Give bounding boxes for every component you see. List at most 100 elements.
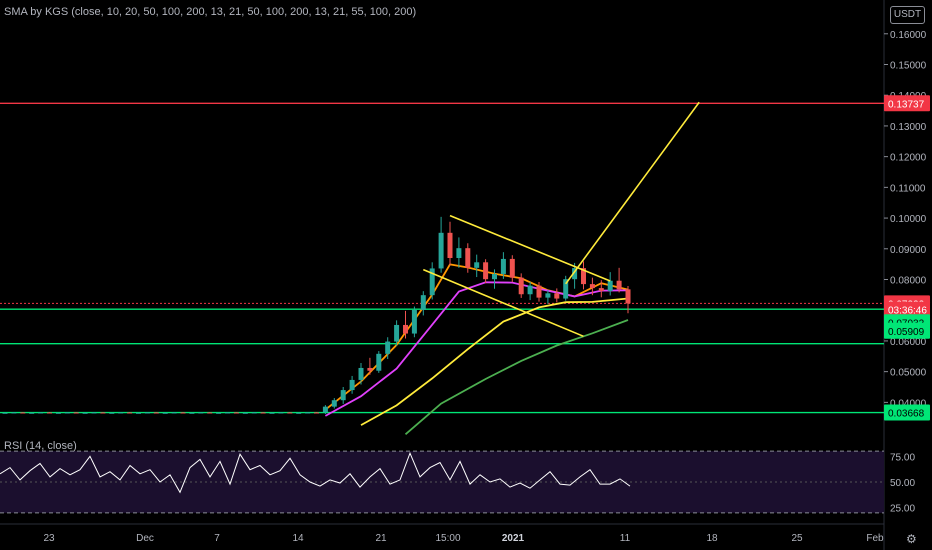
candle-body <box>11 412 17 414</box>
candle-body <box>225 412 230 414</box>
rsi-tick-label: 50.00 <box>890 478 915 489</box>
candle-body <box>500 258 506 274</box>
x-tick-label: 2021 <box>502 533 525 544</box>
rsi-tick-label: 75.00 <box>890 452 915 463</box>
rsi-tick-label: 25.00 <box>890 504 915 515</box>
sma-line <box>324 263 629 411</box>
candle-body <box>207 412 213 414</box>
y-tick-label: 0.05000 <box>890 368 927 379</box>
time-axis[interactable]: 23 Dec 7 14 21 15:00 2021 11 18 25 Feb <box>43 533 884 544</box>
indicator-legend[interactable]: SMA by KGS (close, 10, 20, 50, 100, 200,… <box>4 6 417 18</box>
candle-body <box>554 293 560 299</box>
candle-body <box>55 412 61 414</box>
price-label-box <box>884 301 930 318</box>
candle-body <box>349 379 355 391</box>
candle-body <box>29 412 35 414</box>
candle-body <box>82 412 88 414</box>
candle-body <box>242 412 248 414</box>
price-label-text: 0.13737 <box>888 99 925 110</box>
y-tick-label: 0.15000 <box>890 61 927 72</box>
candle-body <box>144 412 150 414</box>
candle-body <box>64 412 70 414</box>
price-label-text: 0.03668 <box>888 409 925 420</box>
trend-line[interactable] <box>565 101 700 285</box>
y-tick-label: 0.16000 <box>890 30 927 41</box>
x-tick-label: Dec <box>136 533 154 544</box>
moving-averages <box>324 263 629 435</box>
candle-body <box>483 262 489 280</box>
candle-body <box>162 412 168 414</box>
y-tick-label: 0.06000 <box>890 337 927 348</box>
candle-body <box>509 258 515 278</box>
candle-body <box>47 412 52 414</box>
rsi-legend[interactable]: RSI (14, close) <box>4 440 77 452</box>
candle-body <box>296 412 302 414</box>
candle-body <box>536 285 542 298</box>
trend-line[interactable] <box>422 268 584 338</box>
candle-body <box>91 412 97 414</box>
candle-body <box>20 412 26 414</box>
candle-body <box>287 412 293 414</box>
candle-body <box>563 279 569 299</box>
trend-lines[interactable] <box>422 101 700 338</box>
price-label-box <box>884 404 930 421</box>
candle-body <box>394 324 400 342</box>
candle-body <box>38 412 44 414</box>
y-tick-label: 0.13000 <box>890 122 927 133</box>
x-tick-label: 21 <box>375 533 387 544</box>
candle-body <box>492 273 497 280</box>
sma-line <box>360 297 629 426</box>
candle-body <box>127 412 133 414</box>
price-label-text: 03:36:46 <box>888 306 927 317</box>
candle-body <box>429 268 435 296</box>
candle-body <box>403 324 408 334</box>
y-tick-label: 0.10000 <box>890 214 927 225</box>
candle-body <box>180 412 186 414</box>
candle-body <box>456 248 462 258</box>
candle-body <box>305 412 311 414</box>
rsi-pane <box>0 450 884 514</box>
candle-body <box>198 412 204 414</box>
candle-body <box>625 289 631 304</box>
candle-body <box>118 412 124 414</box>
y-tick-label: 0.08000 <box>890 276 927 287</box>
candle-body <box>598 288 604 291</box>
y-tick-label: 0.12000 <box>890 153 927 164</box>
candle-body <box>314 412 319 414</box>
candle-body <box>331 400 337 407</box>
currency-badge[interactable]: USDT <box>890 6 925 24</box>
y-tick-label: 0.09000 <box>890 245 927 256</box>
candle-body <box>269 412 275 414</box>
x-tick-label: 14 <box>292 533 304 544</box>
candle-body <box>278 412 284 414</box>
candle-body <box>153 412 159 414</box>
price-label-text: 0.05909 <box>888 327 925 338</box>
candle-body <box>2 412 8 414</box>
candle-body <box>260 412 266 414</box>
candle-body <box>322 406 328 413</box>
candle-body <box>171 412 177 414</box>
candle-body <box>216 412 222 414</box>
x-tick-label: 11 <box>620 533 631 544</box>
y-tick-label: 0.04000 <box>890 398 927 409</box>
candle-body <box>233 412 239 414</box>
price-label-box <box>884 95 930 112</box>
candle-body <box>545 293 551 298</box>
candle-body <box>100 412 106 414</box>
candle-body <box>189 412 195 414</box>
trend-line[interactable] <box>449 214 611 282</box>
candle-body <box>73 412 79 414</box>
candle-body <box>251 412 257 414</box>
candle-body <box>572 268 578 280</box>
candle-body <box>109 412 115 414</box>
candle-body <box>589 284 595 289</box>
candle-body <box>465 248 471 268</box>
candle-body <box>527 285 533 295</box>
candle-body <box>136 412 141 414</box>
candles <box>2 216 631 415</box>
candle-body <box>447 232 453 258</box>
candle-body <box>340 390 346 401</box>
gear-icon[interactable]: ⚙ <box>906 532 917 546</box>
candle-body <box>616 280 622 290</box>
